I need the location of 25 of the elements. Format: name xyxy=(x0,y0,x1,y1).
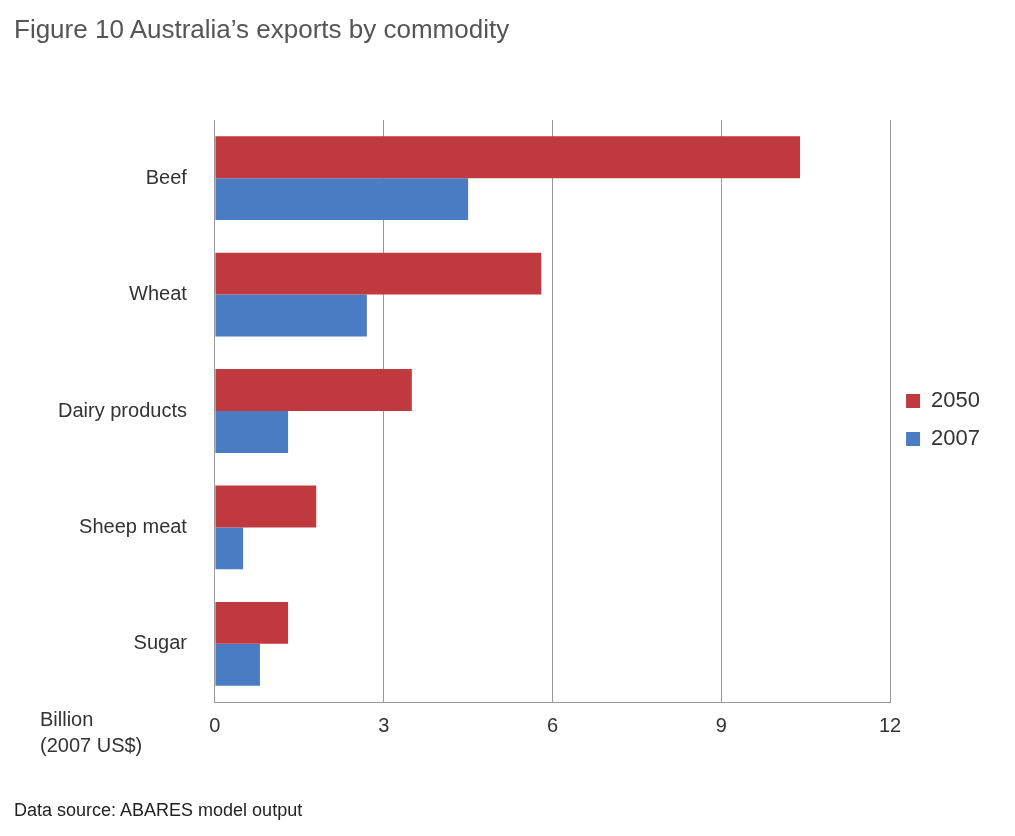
bar xyxy=(215,643,260,686)
x-tick-label: 12 xyxy=(878,713,902,736)
y-tick-label: Sugar xyxy=(133,631,188,654)
bar xyxy=(215,411,289,453)
bar xyxy=(215,527,244,570)
chart-title: Figure 10 Australia’s exports by commodity xyxy=(14,14,510,45)
bar xyxy=(215,178,469,221)
y-tick-label: Dairy products xyxy=(58,398,187,421)
y-tick-label: Sheep meat xyxy=(79,514,188,537)
bar xyxy=(215,369,412,411)
bar xyxy=(215,485,317,528)
bar xyxy=(215,294,367,337)
source-note: Data source: ABARES model output xyxy=(14,800,303,821)
y-tick-label: Wheat xyxy=(129,282,188,305)
x-axis-title: Billion (2007 US$) xyxy=(40,707,143,756)
bar xyxy=(215,252,542,295)
x-tick-label: 0 xyxy=(209,713,221,736)
x-tick-label: 6 xyxy=(546,713,559,736)
x-tick-label: 9 xyxy=(715,713,727,736)
legend-label: 2007 xyxy=(931,425,981,451)
legend-label: 2050 xyxy=(931,387,981,413)
y-tick-label: Beef xyxy=(145,165,188,188)
x-tick-label: 3 xyxy=(378,713,390,736)
bar xyxy=(215,136,801,179)
bar xyxy=(215,601,289,644)
